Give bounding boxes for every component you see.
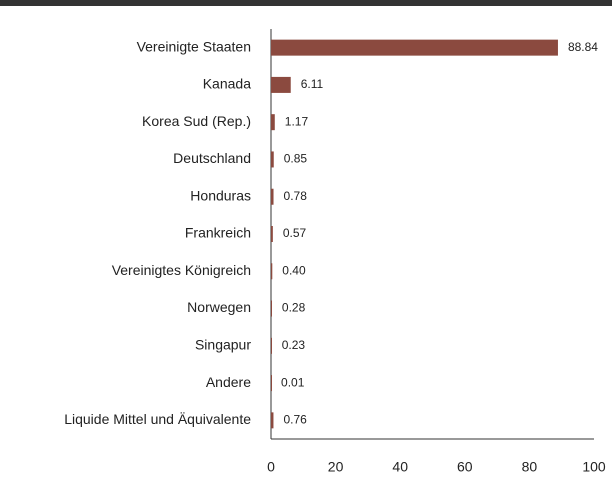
x-tick-label: 0: [267, 459, 275, 475]
y-tick-label: Andere: [206, 374, 251, 390]
y-tick-label: Norwegen: [187, 299, 251, 315]
bar: [271, 375, 272, 392]
bar: [271, 76, 291, 93]
y-tick-label: Deutschland: [173, 150, 251, 166]
bar: [271, 412, 274, 429]
bar: [271, 188, 274, 205]
value-label: 88.84: [568, 40, 598, 54]
value-label: 0.57: [283, 226, 307, 240]
value-label: 1.17: [285, 114, 309, 128]
x-tick-label: 40: [392, 459, 408, 475]
bar: [271, 226, 273, 242]
y-tick-label: Liquide Mittel und Äquivalente: [64, 411, 251, 427]
value-label: 6.11: [301, 77, 324, 91]
y-tick-label: Vereinigte Staaten: [137, 38, 251, 54]
value-label: 0.78: [284, 189, 308, 203]
bar: [271, 151, 274, 168]
y-tick-label: Vereinigtes Königreich: [112, 262, 251, 278]
bar: [271, 263, 273, 280]
value-label: 0.85: [284, 152, 308, 166]
y-tick-label: Honduras: [190, 187, 251, 203]
value-label: 0.23: [282, 338, 306, 352]
value-label: 0.40: [282, 263, 306, 277]
x-tick-label: 60: [457, 459, 473, 475]
bar: [271, 39, 558, 56]
bar: [271, 337, 272, 354]
y-tick-label: Singapur: [195, 337, 251, 353]
bar: [271, 114, 275, 131]
y-tick-label: Kanada: [203, 76, 251, 92]
x-tick-label: 20: [328, 459, 344, 475]
x-tick-label: 80: [522, 459, 538, 475]
bar: [271, 300, 272, 317]
value-label: 0.28: [282, 301, 306, 315]
y-tick-label: Frankreich: [185, 225, 251, 241]
header-stripe: [0, 0, 612, 6]
value-label: 0.01: [281, 375, 305, 389]
x-tick-label: 100: [582, 459, 606, 475]
y-tick-label: Korea Sud (Rep.): [142, 113, 251, 129]
value-label: 0.76: [283, 413, 307, 427]
